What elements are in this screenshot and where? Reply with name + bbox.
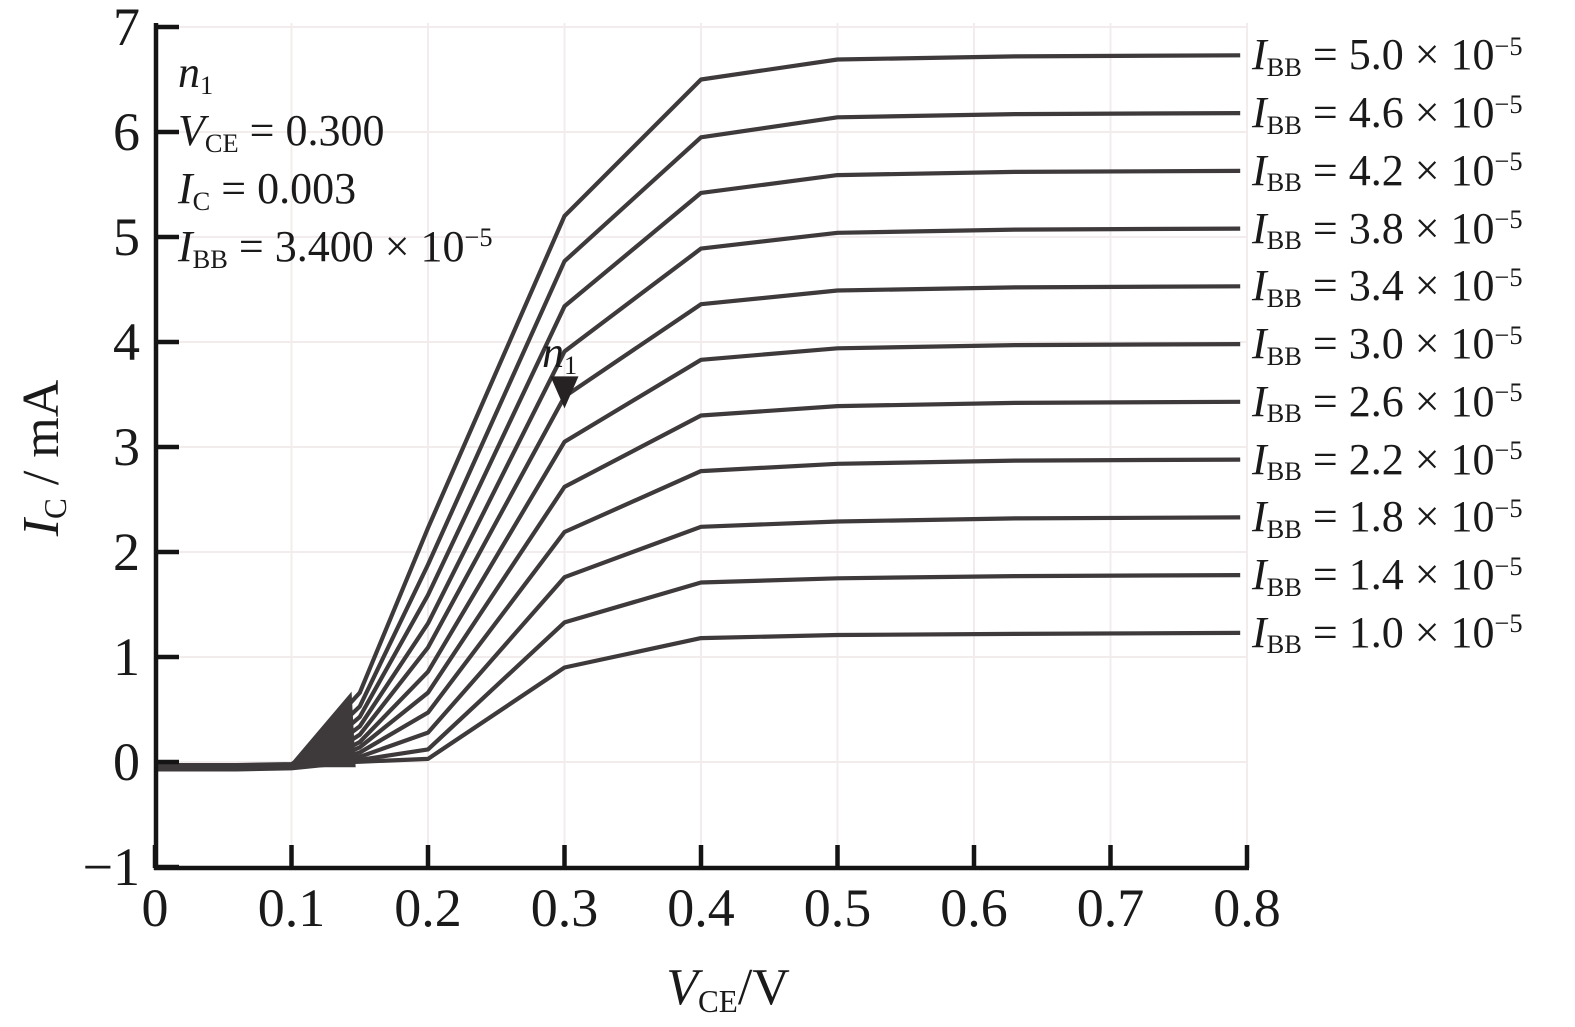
- y-tick-label: 3: [113, 417, 140, 477]
- x-tick-label: 0.6: [940, 878, 1008, 938]
- y-tick-label: 5: [113, 207, 140, 267]
- legend-entry-ibb-1.4e-5: IBB = 1.4 × 10−5: [1252, 550, 1523, 602]
- probe-marker-label: n1: [542, 328, 578, 380]
- x-tick-label: 0: [141, 878, 169, 938]
- legend-entry-ibb-1.8e-5: IBB = 1.8 × 10−5: [1252, 492, 1523, 544]
- curve-ibb-2.2e-5: [155, 457, 1241, 771]
- legend-entry-ibb-3.0e-5: IBB = 3.0 × 10−5: [1252, 319, 1523, 371]
- y-tick-label: 6: [113, 102, 140, 162]
- legend-entry-ibb-3.8e-5: IBB = 3.8 × 10−5: [1252, 203, 1523, 256]
- x-tick-label: 0.2: [394, 878, 462, 938]
- legend-entry-ibb-4.6e-5: IBB = 4.6 × 10−5: [1252, 88, 1523, 140]
- probe-ic-value: = 0.003: [210, 164, 357, 213]
- probe-ibb-value: = 3.400 × 10: [227, 222, 465, 271]
- probe-ibb-line: IBB = 3.400 × 10−5: [178, 222, 493, 274]
- x-tick-label: 0.8: [1213, 878, 1281, 938]
- probe-vce-line: VCE = 0.300: [178, 106, 385, 158]
- x-tick-label: 0.1: [257, 878, 326, 938]
- probe-ic-line: IC = 0.003: [178, 164, 357, 216]
- y-tick-label: 2: [113, 522, 140, 582]
- x-tick-label: 0.4: [667, 878, 735, 938]
- probe-name: n: [178, 48, 200, 97]
- probe-ibb-exponent: −5: [464, 222, 493, 253]
- y-tick-label: 1: [113, 627, 140, 687]
- y-tick-label: 7: [113, 0, 140, 57]
- curve-ibb-3.0e-5: [155, 342, 1241, 770]
- probe-name-subscript: 1: [200, 69, 214, 100]
- y-tick-label: −1: [82, 837, 140, 897]
- probe-readout-annotation: n1 VCE = 0.300 IC = 0.003 IBB = 3.400 × …: [178, 44, 493, 276]
- x-axis-units: /V: [737, 959, 790, 1016]
- legend-entry-ibb-3.4e-5: IBB = 3.4 × 10−5: [1252, 261, 1523, 313]
- x-axis-label: VCE/V: [628, 958, 828, 1018]
- y-tick-label: 0: [113, 732, 140, 792]
- x-tick-label: 0.7: [1076, 878, 1145, 938]
- curve-ibb-1.0e-5: [155, 630, 1241, 772]
- legend-entry-ibb-2.2e-5: IBB = 2.2 × 10−5: [1252, 434, 1523, 487]
- curve-ibb-1.8e-5: [155, 515, 1241, 771]
- y-tick-label: 4: [113, 312, 140, 372]
- probe-name-line: n1: [178, 44, 493, 102]
- legend-entry-ibb-2.6e-5: IBB = 2.6 × 10−5: [1252, 376, 1523, 429]
- legend-entry-ibb-4.2e-5: IBB = 4.2 × 10−5: [1252, 145, 1523, 198]
- x-axis-variable-subscript: CE: [697, 983, 738, 1019]
- x-tick-label: 0.3: [530, 878, 599, 938]
- x-axis-variable: V: [666, 959, 698, 1016]
- x-tick-label: 0.5: [803, 878, 872, 938]
- legend-entry-ibb-1.0e-5: IBB = 1.0 × 10−5: [1252, 607, 1523, 660]
- legend-entry-ibb-5.0e-5: IBB = 5.0 × 10−5: [1252, 30, 1523, 82]
- y-axis-variable-subscript: C: [37, 498, 73, 519]
- probe-marker-n1-triangle: [550, 376, 579, 409]
- curve-ibb-3.8e-5: [155, 226, 1241, 769]
- probe-vce-value: = 0.300: [238, 106, 385, 155]
